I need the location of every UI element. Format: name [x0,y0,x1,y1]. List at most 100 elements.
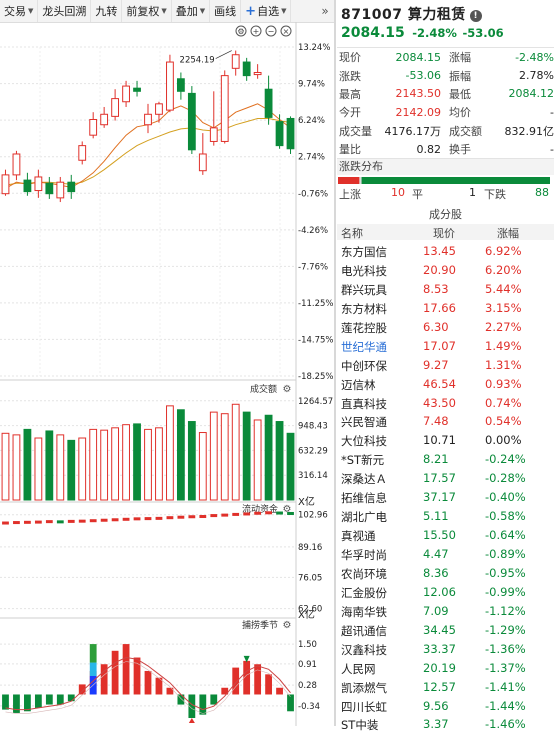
constituent-row[interactable]: 汇金股份 12.06 -0.99% [337,583,554,602]
constituent-row[interactable]: 海南华铁 7.09 -1.12% [337,602,554,621]
y-tick-label: -18.25% [298,372,333,382]
gear-icon: ⚙ [283,504,292,515]
candle [209,91,218,146]
constituent-row[interactable]: 大位科技 10.71 0.00% [337,431,554,450]
minus-circle-icon[interactable]: − [265,25,277,37]
toolbar-trade-menu[interactable]: 交易 ▼ [0,0,39,22]
season-bar [232,667,240,695]
flow-dash [177,515,185,519]
candle [122,80,130,107]
stock-price: 17.07 [423,338,456,353]
constituent-row[interactable]: 中创环保 9.27 1.31% [337,356,554,375]
candle-body [133,87,141,92]
gear-icon[interactable]: ⚙ [235,25,247,37]
candle-body [144,113,152,126]
constituent-row[interactable]: 群兴玩具 8.53 5.44% [337,280,554,299]
volume-unit: X亿 [298,495,315,508]
toolbar-leader-replay[interactable]: 龙头回溯 [38,0,92,22]
constituent-row[interactable]: 迈信林 46.54 0.93% [337,375,554,394]
stock-price: 43.50 [423,395,456,410]
constituent-row[interactable]: 东方材料 17.66 3.15% [337,299,554,318]
toolbar-adjust-menu[interactable]: 前复权 ▼ [122,0,172,22]
stock-name: 湖北广电 [341,510,387,525]
quote-value: 2143.50 [395,87,442,101]
constituent-row[interactable]: ST中装 3.37 -1.46% [337,715,554,734]
stock-change: -1.44% [485,698,526,713]
up-count: 10 [391,186,405,199]
close-circle-icon[interactable]: × [280,25,292,37]
toolbar-nine-turn[interactable]: 九转 [91,0,123,22]
constituent-row[interactable]: 东方国信 13.45 6.92% [337,242,554,261]
chart-area: 交易 ▼ 龙头回溯 九转 前复权 ▼ 叠加 ▼ 画线 + 自选 ▼ » 13.24% 9.7… [0,0,334,726]
candle [1,169,10,196]
constituent-row[interactable]: 华孚时尚 4.47 -0.89% [337,545,554,564]
minus-circle-icon-ring [265,25,277,37]
toolbar-adjust-label: 前复权 [126,5,160,18]
constituent-row[interactable]: 拓维信息 37.17 -0.40% [337,488,554,507]
constituent-row[interactable]: 湖北广电 5.11 -0.58% [337,507,554,526]
volume-bar [34,437,43,501]
volume-bar [155,427,163,501]
flow-dash [243,512,251,516]
info-icon[interactable]: ! [469,10,482,22]
candle-body [176,78,185,92]
constituent-row[interactable]: 电光科技 20.90 6.20% [337,261,554,280]
y-tick-label: 2.74% [298,153,325,163]
stock-change: 6.92% [485,244,522,258]
constituent-row[interactable]: 人民网 20.19 -1.37% [337,659,554,678]
constituent-row[interactable]: 深桑达Ａ 17.57 -0.28% [337,469,554,488]
header-change[interactable]: 涨幅 [497,227,519,240]
candle-body [56,181,65,199]
constituent-row[interactable]: 超讯通信 34.45 -1.29% [337,621,554,640]
chevron-down-icon: ▼ [199,7,206,15]
stock-name: 兴民智通 [341,415,387,430]
season-bar [100,664,108,695]
constituent-row[interactable]: 农尚环境 8.36 -0.95% [337,564,554,583]
index-name: 算力租赁 [407,7,466,23]
volume-bar [89,428,98,501]
candle-body [23,179,32,193]
constituent-row[interactable]: 汉鑫科技 33.37 -1.36% [337,640,554,659]
constituent-row[interactable]: 直真科技 43.50 0.74% [337,394,554,413]
quote-value: 2.78% [519,69,554,83]
stock-price: 7.48 [423,414,449,429]
double-chevron-right-icon[interactable]: » [321,4,329,18]
season-bar [2,694,9,710]
candle [67,174,76,199]
constituent-row[interactable]: 四川长虹 9.56 -1.44% [337,697,554,716]
season-bar [67,694,75,702]
toolbar-draw-line[interactable]: 画线 [210,0,242,22]
quote-row: 量比 0.82 换手 - [337,140,554,158]
flow-tick-label: 76.05 [298,573,322,583]
volume-bar [176,409,185,501]
candle-body [78,145,87,161]
constituent-row[interactable]: *ST新元 8.21 -0.24% [337,450,554,469]
candle [231,50,240,76]
price-row: 2084.15 -2.48% -53.06 [341,25,504,41]
constituent-row[interactable]: 世纪华通 17.07 1.49% [337,337,554,356]
panel-divider[interactable] [334,0,336,726]
kline-chart[interactable]: 13.24% 9.74% 6.24% 2.74% -0.76% -4.26% -7.76% -… [0,22,334,726]
volume-bar [67,439,76,501]
toolbar-add-watchlist[interactable]: + 自选 ▼ [241,0,292,22]
stock-change: -1.41% [485,679,526,694]
constituent-row[interactable]: 真视通 15.50 -0.64% [337,526,554,545]
volume-tick-label: 948.43 [298,422,328,432]
candle-body [12,153,21,176]
season-bar [24,694,31,712]
volume-bar [286,432,295,501]
plus-circle-icon[interactable]: + [250,25,262,37]
constituent-row[interactable]: 凯添燃气 12.57 -1.41% [337,678,554,697]
flow-dash [254,511,262,515]
flow-dash [89,519,97,523]
stock-name: 莲花控股 [341,320,387,335]
constituent-row[interactable]: 莲花控股 6.30 2.27% [337,318,554,337]
constituent-row[interactable]: 兴民智通 7.48 0.54% [337,412,554,431]
flow-dash [221,513,229,517]
header-price[interactable]: 现价 [433,227,455,240]
toolbar-overlay-menu[interactable]: 叠加 ▼ [172,0,211,22]
header-name[interactable]: 名称 [341,227,363,240]
season-bar [254,664,262,695]
season-bar [56,694,64,705]
volume-bar [220,413,229,501]
